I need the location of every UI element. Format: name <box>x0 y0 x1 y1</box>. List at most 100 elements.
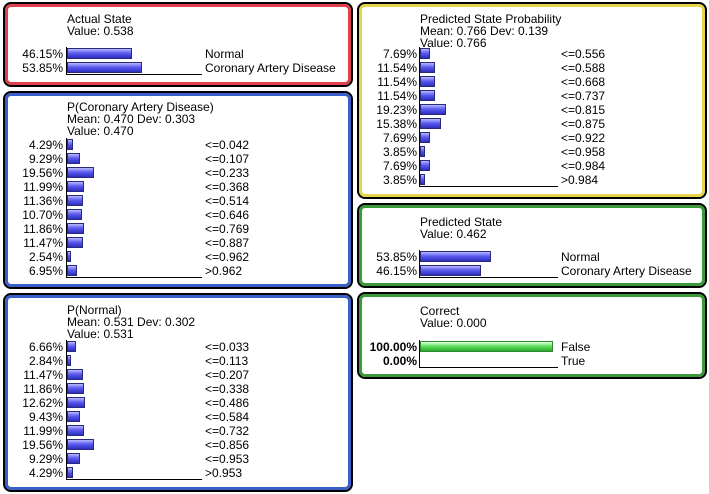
state-label: <=0.584 <box>205 410 250 424</box>
bar-axis <box>66 47 67 75</box>
bar-baseline <box>419 277 558 278</box>
node-correct[interactable]: Correct Value: 0.000 100.00% False 0.00% Tr… <box>357 292 707 379</box>
state-label: <=0.033 <box>205 340 250 354</box>
state-row[interactable]: 6.66% <=0.033 <box>5 340 351 354</box>
state-row[interactable]: 12.62% <=0.486 <box>5 396 351 410</box>
node-p-coronary-artery-disease[interactable]: P(Coronary Artery Disease) Mean: 0.470 D… <box>3 91 353 289</box>
state-row[interactable]: 11.54% <=0.588 <box>359 61 705 75</box>
probability-bar <box>67 383 84 394</box>
bar-baseline <box>66 479 202 480</box>
state-label: <=0.737 <box>561 89 606 103</box>
state-row[interactable]: 19.56% <=0.856 <box>5 438 351 452</box>
state-label: <=0.856 <box>205 438 250 452</box>
state-row[interactable]: 2.54% <=0.962 <box>5 250 351 264</box>
probability-bar <box>67 62 142 73</box>
probability-bar <box>420 90 435 101</box>
node-stats: Mean: 0.766 Dev: 0.139 <box>420 24 549 38</box>
state-label: True <box>561 354 586 368</box>
state-row[interactable]: 7.69% <=0.922 <box>359 131 705 145</box>
state-label: <=0.368 <box>205 180 250 194</box>
state-row[interactable]: 11.86% <=0.338 <box>5 382 351 396</box>
state-percent: 9.29% <box>28 452 63 466</box>
probability-bar <box>67 181 84 192</box>
state-label: Coronary Artery Disease <box>561 264 692 278</box>
node-title: P(Normal) <box>67 303 122 317</box>
state-percent: 7.69% <box>382 159 417 173</box>
state-row[interactable]: 11.47% <=0.887 <box>5 236 351 250</box>
node-predicted-state[interactable]: Predicted State Value: 0.462 53.85% Norma… <box>357 203 707 288</box>
state-percent: 46.15% <box>22 47 63 61</box>
state-row[interactable]: 11.47% <=0.207 <box>5 368 351 382</box>
node-value: Value: 0.470 <box>67 124 134 138</box>
state-row[interactable]: 3.85% <=0.958 <box>359 145 705 159</box>
node-value: Value: 0.462 <box>420 227 487 241</box>
state-label: <=0.984 <box>561 159 606 173</box>
probability-bar <box>67 439 94 450</box>
state-row[interactable]: 11.36% <=0.514 <box>5 194 351 208</box>
node-title: P(Coronary Artery Disease) <box>67 100 214 114</box>
state-row[interactable]: 53.85% Normal <box>359 250 705 264</box>
state-percent: 7.69% <box>382 47 417 61</box>
state-percent: 11.36% <box>23 194 63 208</box>
state-row[interactable]: 7.69% <=0.984 <box>359 159 705 173</box>
state-percent: 3.85% <box>382 173 417 187</box>
probability-bar <box>420 118 441 129</box>
state-label: <=0.646 <box>205 208 250 222</box>
state-row[interactable]: 9.29% <=0.107 <box>5 152 351 166</box>
node-title: Predicted State <box>420 215 503 229</box>
state-percent: 11.86% <box>23 222 63 236</box>
state-label: <=0.887 <box>205 236 250 250</box>
state-percent: 11.47% <box>23 236 63 250</box>
state-row[interactable]: 19.56% <=0.233 <box>5 166 351 180</box>
state-percent: 6.95% <box>28 264 63 278</box>
state-row[interactable]: 53.85% Coronary Artery Disease <box>5 61 351 75</box>
state-percent: 2.84% <box>28 354 63 368</box>
state-label: <=0.875 <box>561 117 606 131</box>
state-label: <=0.958 <box>561 145 606 159</box>
state-row[interactable]: 7.69% <=0.556 <box>359 47 705 61</box>
state-row[interactable]: 0.00% True <box>359 354 705 368</box>
state-row[interactable]: 46.15% Normal <box>5 47 351 61</box>
state-percent: 9.29% <box>28 152 63 166</box>
state-row[interactable]: 9.43% <=0.584 <box>5 410 351 424</box>
state-row[interactable]: 9.29% <=0.953 <box>5 452 351 466</box>
state-row[interactable]: 15.38% <=0.875 <box>359 117 705 131</box>
probability-bar <box>67 251 71 262</box>
state-row[interactable]: 2.84% <=0.113 <box>5 354 351 368</box>
state-row[interactable]: 3.85% >0.984 <box>359 173 705 187</box>
node-title: Actual State <box>67 12 132 26</box>
state-row[interactable]: 4.29% <=0.042 <box>5 138 351 152</box>
state-row[interactable]: 11.54% <=0.668 <box>359 75 705 89</box>
state-label: <=0.113 <box>205 354 249 368</box>
state-row[interactable]: 11.54% <=0.737 <box>359 89 705 103</box>
bar-baseline <box>66 277 202 278</box>
probability-bar <box>420 132 430 143</box>
node-actual-state[interactable]: Actual State Value: 0.538 46.15% Normal 53… <box>3 2 353 87</box>
probability-bar <box>67 397 85 408</box>
state-row[interactable]: 4.29% >0.953 <box>5 466 351 480</box>
state-row[interactable]: 11.99% <=0.732 <box>5 424 351 438</box>
bar-axis <box>66 340 67 480</box>
state-label: Normal <box>205 47 244 61</box>
state-label: >0.984 <box>561 173 599 187</box>
state-label: <=0.514 <box>205 194 250 208</box>
state-row[interactable]: 10.70% <=0.646 <box>5 208 351 222</box>
state-percent: 4.29% <box>28 138 63 152</box>
probability-bar <box>67 453 80 464</box>
state-row[interactable]: 46.15% Coronary Artery Disease <box>359 264 705 278</box>
state-row[interactable]: 100.00% False <box>359 340 705 354</box>
probability-bar <box>420 76 435 87</box>
node-p-normal[interactable]: P(Normal) Mean: 0.531 Dev: 0.302 Value: … <box>3 293 353 492</box>
probability-bar <box>420 104 446 115</box>
state-label: <=0.588 <box>561 61 606 75</box>
bar-baseline <box>419 367 558 368</box>
node-title: Predicted State Probability <box>420 12 562 26</box>
state-row[interactable]: 11.86% <=0.769 <box>5 222 351 236</box>
state-row[interactable]: 19.23% <=0.815 <box>359 103 705 117</box>
state-row[interactable]: 6.95% >0.962 <box>5 264 351 278</box>
probability-bar <box>67 139 73 150</box>
state-row[interactable]: 11.99% <=0.368 <box>5 180 351 194</box>
probability-bar <box>67 467 73 478</box>
probability-bar <box>67 411 80 422</box>
node-predicted-state-probability[interactable]: Predicted State Probability Mean: 0.766 … <box>357 2 707 199</box>
